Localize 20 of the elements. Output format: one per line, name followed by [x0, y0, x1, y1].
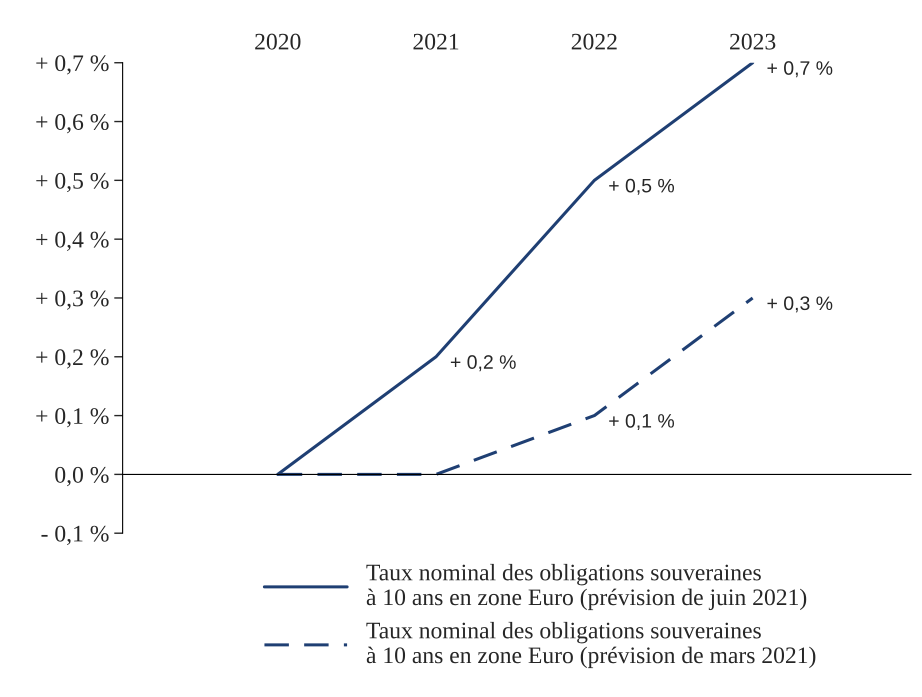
y-tick-label: + 0,6 %	[36, 114, 109, 134]
data-label: + 0,7 %	[767, 61, 832, 78]
y-tick-label: + 0,2 %	[36, 349, 109, 369]
data-label: + 0,3 %	[767, 296, 832, 312]
y-tick-label: + 0,1 %	[36, 408, 109, 428]
y-tick-label: - 0,1 %	[41, 526, 109, 546]
data-label: + 0,1 %	[609, 414, 674, 430]
x-tick-label: 2022	[572, 34, 617, 50]
legend-label: Taux nominal des obligations souveraines à 10 ans en zone Euro (prévision de mars 2021)	[366, 622, 816, 668]
legend-label: Taux nominal des obligations souveraines à 10 ans en zone Euro (prévision de juin 2021)	[366, 564, 806, 610]
y-tick-label: + 0,4 %	[36, 232, 109, 251]
y-tick-label: + 0,5 %	[36, 172, 109, 192]
y-tick-label: 0,0 %	[55, 466, 109, 486]
data-label: + 0,2 %	[450, 355, 516, 372]
data-label: + 0,5 %	[609, 178, 674, 195]
x-tick-label: 2021	[413, 34, 458, 50]
y-tick-label: + 0,3 %	[36, 290, 109, 310]
x-tick-label: 2023	[730, 34, 776, 50]
y-tick-label: + 0,7 %	[36, 55, 109, 75]
x-tick-label: 2020	[255, 34, 300, 50]
